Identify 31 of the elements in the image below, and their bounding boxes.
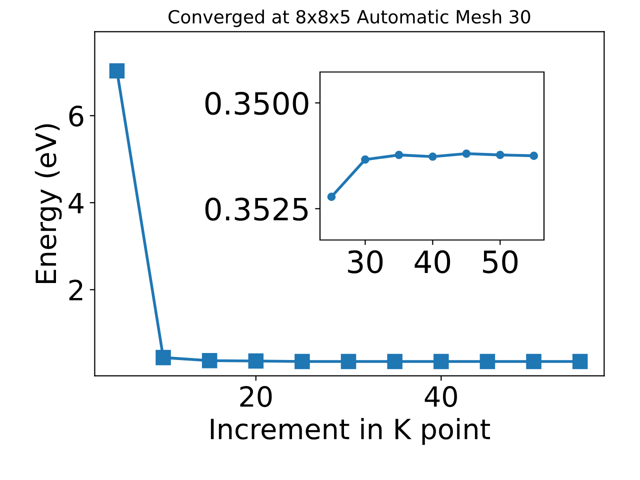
point [387, 354, 402, 370]
point [340, 354, 356, 370]
point [394, 150, 404, 160]
point [294, 354, 310, 370]
point [434, 354, 449, 370]
point [572, 354, 588, 370]
y-tick-label: 6 [69, 106, 84, 127]
x-tick-label: 40 [414, 250, 450, 274]
y-tick-label: 2 [69, 280, 82, 300]
y-axis-title: Energy (eV) [34, 124, 62, 283]
y-tick-label: 0.3500 [205, 92, 308, 115]
point [462, 150, 471, 158]
x-axis-title: Increment in K point [210, 418, 490, 445]
x-tick-label: 50 [483, 250, 518, 274]
point [156, 350, 171, 366]
point [327, 192, 336, 202]
point [202, 352, 218, 368]
y-tick-label: 4 [68, 192, 84, 214]
point [480, 354, 496, 370]
x-tick-label: 40 [424, 386, 457, 408]
point [248, 353, 264, 369]
y-tick-label: 0.3525 [205, 198, 308, 221]
chart-title: Converged at 8x8x5 Automatic Mesh 30 [168, 10, 530, 28]
point [361, 155, 370, 164]
point [526, 354, 542, 370]
x-tick-label: 30 [348, 250, 383, 274]
point [109, 63, 125, 78]
x-tick-label: 20 [240, 386, 272, 408]
point [530, 152, 538, 160]
point [428, 152, 437, 161]
point [496, 150, 504, 160]
